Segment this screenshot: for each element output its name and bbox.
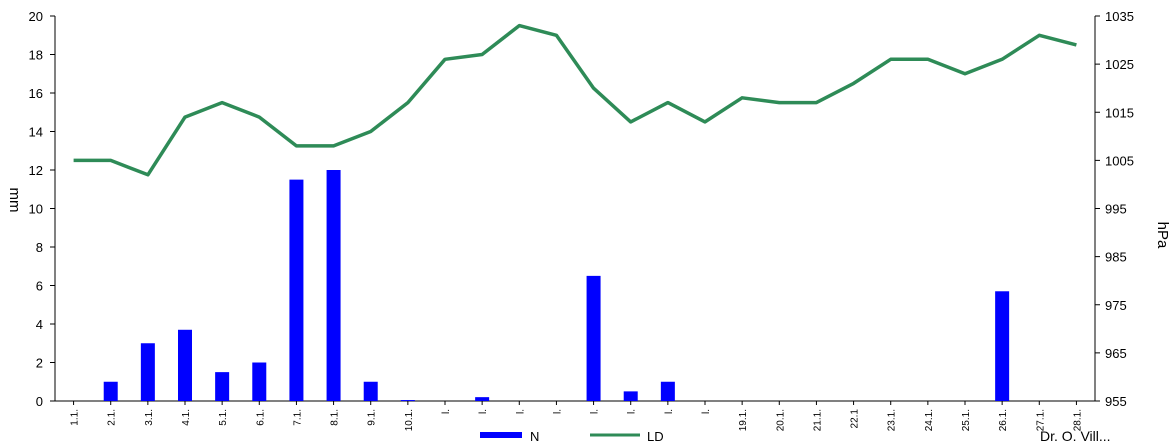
y-left-tick-label: 4 [36,317,43,332]
bar-n [252,362,267,401]
x-tick-label: 25.1. [961,409,972,431]
plot-area: 0 2 4 6 8 10 12 14 16 18 20 955 965 975 985 995 1005 1015… [29,9,1134,431]
y-right-tick-label: 965 [1105,346,1127,361]
legend-label-n: N [530,429,539,443]
bar-n [140,343,155,401]
y-right-tick-label: 1015 [1105,105,1134,120]
x-tick-label: 23.1. [887,409,898,431]
x-tick-label: 1.1. [70,409,81,426]
x-tick-label: 27.1. [1035,409,1046,431]
x-tick-label: l. [664,409,675,414]
line-ld [73,23,1077,177]
x-tick-label: 6.1. [255,409,266,426]
bar-n [178,329,192,401]
y-left-tick-label: 6 [36,279,43,294]
x-tick-label: 9.1. [367,409,378,426]
x-tick-label: 22.1 [850,409,861,429]
legend-label-ld: LD [647,429,664,443]
y-left-tick-label: 14 [29,125,43,140]
x-tick-label: l. [552,409,563,414]
y-left-tick-label: 0 [36,394,43,409]
x-tick-label: l. [701,409,712,414]
bar-n [475,397,490,401]
y-right-tick-label: 975 [1105,298,1127,313]
x-tick-label: l. [627,409,638,414]
bar-n [995,291,1010,401]
y-left-tick-label: 18 [29,48,43,63]
y-right-tick-label: 1005 [1105,153,1134,168]
y-left-tick-label: 10 [29,202,43,217]
y-left-tick-label: 16 [29,86,43,101]
y-right-axis-title: hPa [1154,222,1171,249]
x-tick-label: 5.1. [218,409,229,426]
y-left-axis-title: mm [6,188,23,213]
y-right-tick-label: 985 [1105,250,1127,265]
y-right-tick-label: 995 [1105,202,1127,217]
x-tick-label: l. [441,409,452,414]
y-left-tick-label: 8 [36,240,43,255]
legend: N LD [480,429,664,444]
bar-n [103,381,118,401]
y-right-tick-label: 1025 [1105,57,1134,72]
x-tick-label: 2.1. [107,409,118,426]
x-tick-label: 4.1. [181,409,192,426]
x-tick-label: 28.1. [1072,409,1083,431]
bar-n [326,170,341,401]
y-left-tick-label: 12 [29,163,43,178]
x-tick-label: 26.1. [998,409,1009,431]
bar-n [363,381,378,401]
x-tick-label: 21.1. [812,409,823,431]
bar-n [215,372,230,401]
x-tick-label: l. [590,409,601,414]
y-left-tick-label: 20 [29,9,43,24]
x-tick-label: 3.1. [144,409,155,426]
y-right-tick-label: 1035 [1105,9,1134,24]
x-tick-label: 10.1. [404,409,415,431]
x-tick-label: 24.1. [924,409,935,431]
x-tick-label: 7.1. [292,409,303,426]
x-tick-label: 8.1. [330,409,341,426]
x-tick-label: l. [515,409,526,414]
bar-n [289,179,304,401]
bar-n [586,275,601,401]
y-right-tick-label: 955 [1105,394,1127,409]
x-tick-label: 19.1. [738,409,749,431]
x-tick-label: 20.1. [775,409,786,431]
y-left-tick-label: 2 [36,356,43,371]
x-tick-label: l. [478,409,489,414]
bar-n [400,400,415,402]
bar-n [623,391,638,401]
bar-n [660,381,675,401]
credit-text: Dr. O. Vill... [1040,428,1111,443]
legend-swatch-n [480,432,522,438]
